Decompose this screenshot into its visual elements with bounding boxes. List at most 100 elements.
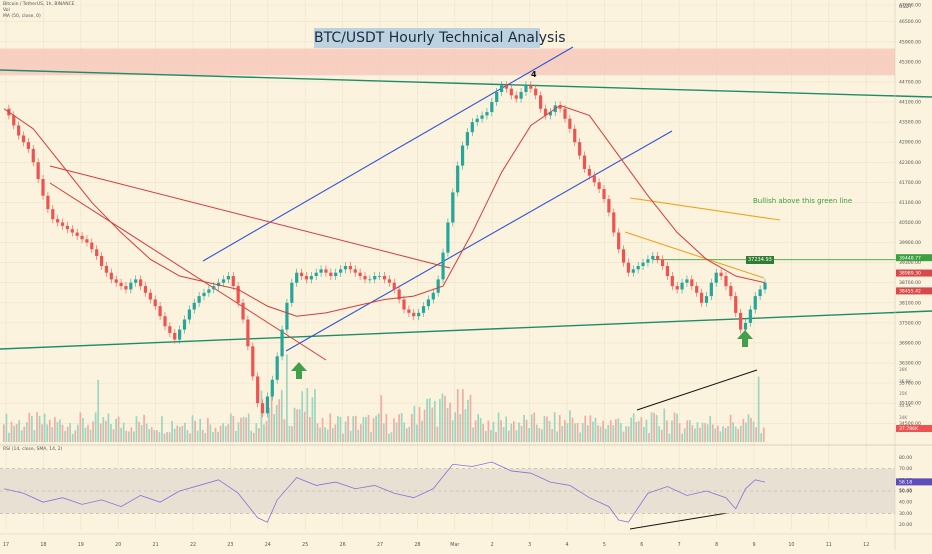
- volume-bar: [405, 428, 408, 442]
- volume-bar: [622, 431, 625, 442]
- candle-body: [504, 85, 509, 89]
- candle-body: [709, 282, 713, 297]
- time-tick-label: 21: [153, 542, 159, 548]
- volume-bar: [117, 416, 120, 442]
- volume-bar: [431, 407, 434, 442]
- rsi-tag: [896, 478, 932, 486]
- volume-bar: [492, 421, 495, 442]
- volume-bar: [497, 412, 500, 442]
- volume-bar: [196, 430, 199, 442]
- candle-body: [95, 249, 99, 256]
- orange-wedge-upper: [629, 197, 781, 221]
- rsi-tick-label: 50.00: [899, 489, 912, 495]
- price-tick-label: 38700.00: [899, 280, 921, 286]
- volume-bar: [354, 415, 357, 442]
- volume-bar: [66, 426, 69, 442]
- volume-bar: [298, 409, 301, 442]
- volume-bar: [10, 421, 13, 442]
- volume-bar: [456, 389, 459, 442]
- volume-bar: [625, 426, 627, 442]
- volume-bar: [311, 397, 314, 442]
- volume-bar: [502, 427, 505, 442]
- volume-bar: [97, 379, 100, 442]
- price-tick-label: 46500.00: [899, 19, 921, 25]
- volume-bar: [462, 389, 464, 442]
- volume-bar: [630, 417, 632, 442]
- volume-bar: [133, 431, 135, 442]
- volume-bar: [222, 423, 224, 442]
- volume-bar: [643, 426, 645, 442]
- candle-body: [475, 118, 479, 123]
- candle-body: [495, 92, 499, 103]
- candle-body: [456, 165, 460, 193]
- volume-bar: [252, 432, 255, 442]
- candle-body: [646, 259, 650, 263]
- upper-green-trendline: [0, 69, 932, 98]
- volume-bar: [59, 419, 61, 442]
- volume-bar: [446, 407, 449, 442]
- time-tick-label: 12: [863, 542, 869, 548]
- candle-body: [134, 279, 138, 283]
- candle-body: [168, 326, 172, 333]
- candle-body: [182, 319, 187, 330]
- time-tick-label: 20: [115, 542, 121, 548]
- volume-tick-label: 34K: [899, 415, 907, 420]
- candle-body: [675, 286, 679, 290]
- volume-bar: [423, 409, 426, 442]
- volume-bar: [663, 408, 666, 442]
- volume-bar: [31, 415, 33, 442]
- volume-bar: [168, 432, 171, 442]
- volume-bar: [510, 423, 513, 442]
- time-tick-label: 10: [788, 542, 794, 548]
- volume-bar: [576, 423, 579, 442]
- candle-body: [363, 276, 367, 280]
- price-tag: [896, 254, 932, 262]
- volume-bar: [408, 426, 411, 442]
- candle-body: [695, 286, 699, 293]
- candle-body: [670, 276, 674, 287]
- volume-trendline: [636, 369, 758, 411]
- lower-green-trendline: [0, 310, 932, 350]
- price-tick-label: 44700.00: [899, 79, 921, 85]
- volume-bar: [546, 416, 548, 442]
- volume-bar: [691, 425, 694, 442]
- volume-bars: [3, 354, 765, 442]
- title-box: [314, 28, 540, 48]
- volume-bar: [382, 423, 385, 442]
- volume-bar: [331, 428, 334, 442]
- volume-bar: [283, 419, 286, 442]
- volume-bar: [362, 416, 365, 442]
- volume-bar: [48, 419, 51, 442]
- volume-bar: [194, 420, 196, 442]
- volume-bar: [291, 426, 293, 442]
- volume-bar: [487, 420, 490, 442]
- volume-bar: [337, 416, 339, 442]
- volume-bar: [140, 425, 143, 442]
- volume-bar: [89, 429, 92, 442]
- volume-bar: [388, 433, 390, 442]
- candle-body: [158, 306, 162, 317]
- volume-bar: [33, 430, 36, 442]
- volume-tick-label: 34.5K: [899, 403, 911, 408]
- candle-body: [421, 306, 426, 313]
- volume-tick-label: 36K: [899, 367, 907, 372]
- volume-bar: [729, 414, 732, 442]
- time-tick-label: 19: [78, 542, 84, 548]
- volume-bar: [637, 421, 640, 442]
- volume-bar: [632, 413, 635, 442]
- rsi-tick-label: 20.00: [899, 522, 912, 528]
- volume-bar: [163, 433, 166, 442]
- volume-bar: [301, 391, 304, 442]
- rsi-ma-tag-label: 50.45: [899, 488, 912, 494]
- volume-bar: [513, 421, 515, 442]
- price-tick-label: 40500.00: [899, 220, 921, 226]
- candle-body: [221, 279, 226, 283]
- candle-body: [192, 302, 196, 310]
- volume-bar: [186, 430, 189, 442]
- candle-body: [417, 312, 421, 317]
- volume-bar: [418, 407, 421, 442]
- volume-bar: [278, 399, 281, 442]
- candle-body: [558, 105, 562, 109]
- volume-tag-label: 37.786K: [899, 426, 919, 432]
